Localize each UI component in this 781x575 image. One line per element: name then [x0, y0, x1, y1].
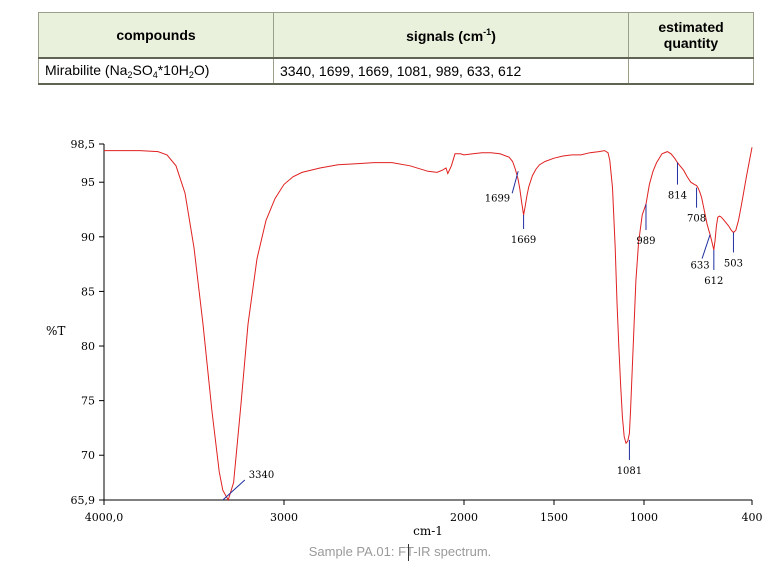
peak-label: 1081 [617, 466, 642, 477]
table-header-row: compounds signals (cm-1) estimated quant… [38, 12, 754, 59]
signals-value: 3340, 1699, 1669, 1081, 989, 633, 612 [280, 63, 522, 79]
header-estimated-line1: estimated [658, 19, 724, 35]
header-compounds: compounds [38, 12, 274, 59]
peak-marker [701, 234, 711, 259]
compound-name-part: O) [193, 62, 210, 78]
estimated-cell [628, 58, 754, 85]
y-tick-label: 75 [81, 395, 95, 408]
peak-label: 1699 [485, 193, 510, 204]
peak-label: 1669 [511, 235, 536, 246]
compound-name-part: *10H [157, 62, 189, 78]
peak-label: 503 [724, 258, 743, 269]
table-row: Mirabilite (Na2SO4*10H2O) 3340, 1699, 16… [38, 58, 754, 85]
y-tick-label: 80 [81, 340, 95, 353]
x-axis-title: cm-1 [413, 524, 443, 538]
x-tick-label: 1500 [540, 511, 568, 524]
peak-label: 989 [636, 236, 655, 247]
chart-axes [103, 144, 752, 501]
peak-label: 3340 [249, 470, 274, 481]
x-tick-label: 1000 [630, 511, 658, 524]
peak-label: 612 [704, 276, 723, 287]
figure-caption: Sample PA.01: FT-IR spectrum. [308, 544, 492, 559]
y-tick-label: 85 [81, 285, 95, 298]
peak-label: 633 [691, 261, 710, 272]
signals-cell: 3340, 1699, 1669, 1081, 989, 633, 612 [273, 58, 629, 85]
compound-subscript: 2 [188, 70, 194, 80]
compound-name-part: Mirabilite (Na [45, 62, 128, 78]
compound-subscript: 2 [127, 70, 133, 80]
x-ticks: 4000,0 3000 2000 1500 1000 400 [85, 500, 763, 524]
compound-cell: Mirabilite (Na2SO4*10H2O) [38, 58, 274, 85]
header-signals-sup: -1 [483, 26, 492, 37]
y-tick-label: 65,9 [71, 494, 96, 507]
peak-marker [511, 171, 519, 194]
spectrum-line [104, 147, 753, 502]
header-compounds-label: compounds [116, 27, 196, 43]
x-tick-label: 2000 [450, 511, 478, 524]
header-estimated-line2: quantity [663, 35, 719, 51]
compounds-table: compounds signals (cm-1) estimated quant… [38, 12, 754, 85]
y-tick-label: 98,5 [71, 138, 96, 151]
peak-marker [222, 479, 246, 501]
x-tick-label: 400 [742, 511, 763, 524]
compound-subscript: 4 [152, 70, 158, 80]
y-axis-title: %T [46, 324, 65, 338]
peak-label: 708 [687, 214, 706, 225]
header-signals-label: signals (cm [406, 27, 484, 44]
y-ticks: 98,5 95 90 85 80 75 70 65,9 [71, 138, 104, 507]
header-estimated-quantity: estimated quantity [628, 12, 754, 59]
x-tick-label: 3000 [270, 511, 298, 524]
text-cursor [408, 544, 409, 561]
y-tick-label: 95 [81, 176, 95, 189]
y-tick-label: 90 [81, 231, 95, 244]
header-signals-close: ) [491, 27, 496, 44]
y-tick-label: 70 [81, 449, 95, 462]
peak-label: 814 [668, 191, 687, 202]
compound-name-part: SO [132, 62, 153, 78]
x-tick-label: 4000,0 [85, 511, 124, 524]
